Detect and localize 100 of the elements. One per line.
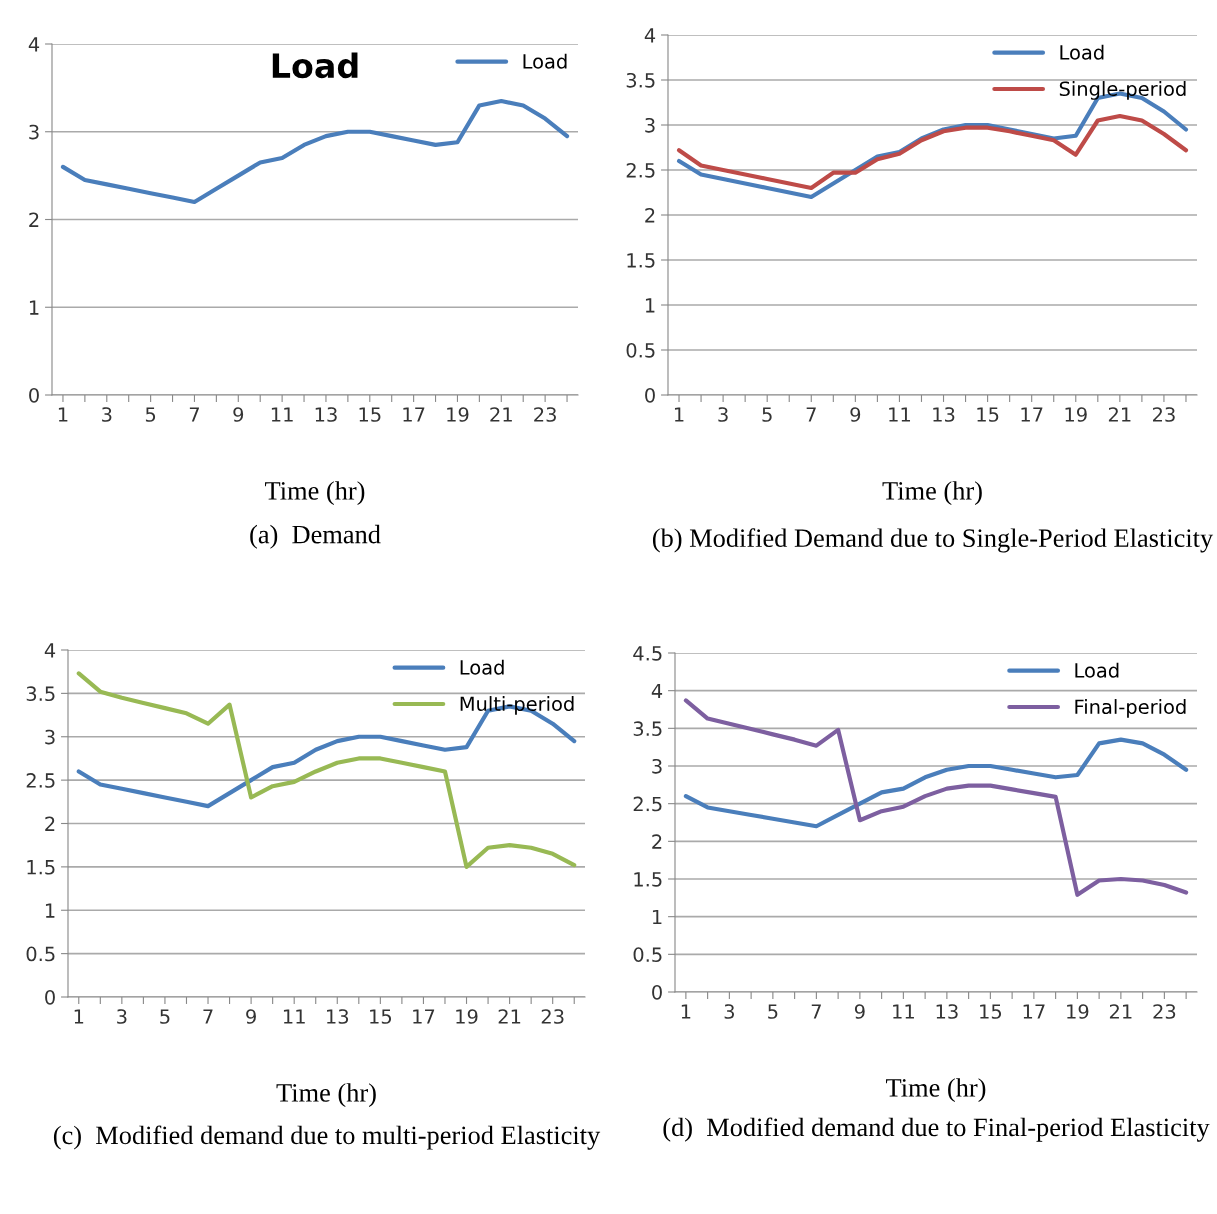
- x-axis-title: Time (hr): [882, 481, 982, 506]
- x-axis-title: Time (hr): [265, 481, 365, 506]
- y-tick-label: 3.5: [626, 72, 655, 88]
- y-tick-label: 3: [652, 758, 662, 774]
- x-tick-label: 17: [403, 407, 425, 422]
- x-tick-label: 7: [811, 1004, 821, 1019]
- x-tick-label: 17: [413, 1009, 435, 1024]
- x-tick-label: 1: [674, 407, 684, 422]
- line-series: [676, 113, 1189, 191]
- chart-title: Load: [272, 52, 358, 79]
- x-tick-label: 13: [933, 407, 955, 422]
- y-tick-label: 0: [645, 387, 655, 403]
- legend-label: Single-period: [1059, 81, 1186, 100]
- y-tick-label: 1: [45, 903, 55, 918]
- x-tick-label: 23: [1152, 407, 1175, 422]
- x-tick-label: 3: [718, 407, 728, 422]
- line-series: [60, 98, 570, 205]
- x-tick-label: 13: [327, 1009, 349, 1024]
- x-tick-label: 7: [203, 1009, 213, 1024]
- y-tick-label: 1.5: [627, 253, 655, 268]
- x-tick-label: 5: [768, 1004, 778, 1019]
- x-tick-label: 15: [977, 407, 999, 422]
- legend-label: Load: [460, 659, 504, 675]
- x-tick-label: 13: [936, 1004, 958, 1019]
- y-tick-label: 1: [652, 909, 662, 925]
- x-tick-label: 15: [980, 1004, 1002, 1019]
- x-tick-label: 23: [1153, 1004, 1176, 1019]
- x-tick-label: 11: [889, 407, 911, 422]
- x-axis-title: Time (hr): [276, 1083, 376, 1108]
- legend-label: Load: [523, 53, 567, 69]
- x-tick-label: 23: [534, 407, 556, 422]
- y-tick-label: 3.5: [26, 686, 55, 702]
- x-tick-label: 13: [315, 407, 337, 422]
- y-tick-label: 0.5: [633, 947, 662, 962]
- x-tick-label: 3: [724, 1004, 734, 1019]
- y-tick-label: 1.5: [27, 860, 55, 875]
- x-tick-label: 3: [102, 407, 112, 422]
- x-tick-label: 19: [1067, 1004, 1089, 1019]
- legend-label: Multi-period: [460, 696, 574, 715]
- x-tick-label: 9: [854, 1004, 865, 1019]
- y-tick-label: 0.5: [26, 946, 55, 962]
- x-tick-label: 5: [145, 407, 156, 422]
- y-tick-label: 1: [29, 300, 39, 315]
- x-tick-label: 7: [806, 407, 816, 422]
- y-tick-label: 2.5: [633, 796, 662, 812]
- y-tick-label: 2: [645, 207, 655, 223]
- y-tick-label: 0: [45, 989, 55, 1005]
- y-tick-label: 0: [29, 387, 39, 403]
- y-tick-label: 2: [652, 834, 662, 849]
- x-tick-label: 5: [762, 407, 772, 422]
- y-tick-label: 1.5: [634, 872, 662, 887]
- text: (a) Demand: [250, 524, 381, 549]
- x-tick-label: 11: [283, 1009, 305, 1024]
- x-tick-label: 5: [160, 1009, 170, 1024]
- y-tick-label: 2: [45, 816, 55, 831]
- x-tick-label: 11: [893, 1004, 914, 1019]
- x-tick-label: 15: [359, 407, 381, 422]
- x-tick-label: 21: [1109, 1004, 1132, 1019]
- x-tick-label: 9: [233, 407, 244, 422]
- y-tick-label: 0: [652, 984, 662, 1000]
- x-axis-title: Time (hr): [886, 1078, 986, 1103]
- y-tick-label: 2: [29, 212, 39, 227]
- y-tick-label: 3.5: [633, 721, 662, 736]
- x-tick-label: 9: [246, 1009, 256, 1024]
- y-tick-label: 4: [28, 37, 40, 52]
- text: (d) Modified demand due to Final-period Elasticity: [663, 1117, 1210, 1142]
- y-tick-label: 4: [44, 643, 56, 658]
- text: (b) Modified Demand due to Single-Period Elasticity: [652, 528, 1214, 553]
- x-tick-label: 21: [490, 407, 512, 422]
- x-tick-label: 23: [541, 1009, 564, 1024]
- x-tick-label: 1: [58, 407, 68, 422]
- y-tick-label: 2.5: [626, 162, 655, 178]
- x-tick-label: 21: [1108, 407, 1131, 422]
- y-tick-label: 1: [645, 298, 655, 313]
- line-series: [683, 698, 1189, 897]
- legend-label: Load: [1060, 44, 1104, 60]
- y-tick-label: 4: [651, 683, 663, 699]
- y-tick-label: 3: [45, 729, 55, 745]
- x-tick-label: 7: [189, 407, 199, 422]
- x-tick-label: 11: [271, 407, 293, 422]
- y-tick-label: 3: [645, 117, 655, 133]
- legend-label: Final-period: [1075, 699, 1186, 718]
- legend-label: Load: [1075, 662, 1119, 678]
- y-tick-label: 3: [29, 124, 39, 140]
- line-series: [683, 737, 1189, 829]
- x-tick-label: 17: [1023, 1004, 1045, 1019]
- x-tick-label: 19: [456, 1009, 478, 1024]
- x-tick-label: 15: [370, 1009, 392, 1024]
- y-tick-label: 4: [644, 28, 656, 43]
- x-tick-label: 1: [681, 1004, 691, 1019]
- text: (c) Modified demand due to multi-period Elasticity: [53, 1125, 601, 1150]
- x-tick-label: 19: [1065, 407, 1087, 422]
- x-tick-label: 17: [1021, 407, 1043, 422]
- x-tick-label: 21: [498, 1009, 521, 1024]
- x-tick-label: 9: [850, 407, 861, 422]
- x-tick-label: 19: [447, 407, 469, 422]
- y-tick-label: 2.5: [26, 773, 55, 788]
- x-tick-label: 3: [117, 1009, 127, 1024]
- y-tick-label: 4.5: [633, 646, 662, 661]
- x-tick-label: 1: [74, 1009, 84, 1024]
